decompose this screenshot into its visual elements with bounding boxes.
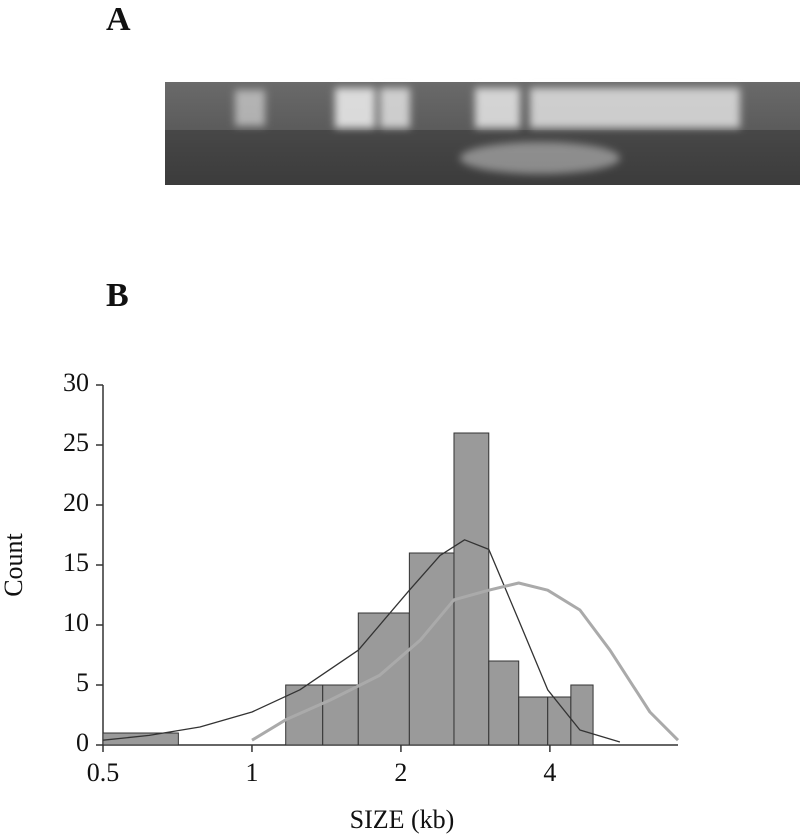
x-axis-title: SIZE (kb) xyxy=(350,805,455,834)
y-tick-label: 20 xyxy=(63,488,89,517)
y-tick-label: 15 xyxy=(63,548,89,577)
bar xyxy=(570,684,594,746)
curve xyxy=(102,539,621,743)
panel-label: B xyxy=(106,277,129,314)
y-tick-label: 25 xyxy=(63,428,89,457)
x-tick-label: 4 xyxy=(543,758,556,787)
curve xyxy=(251,581,680,742)
bar xyxy=(488,660,520,746)
bar xyxy=(102,732,179,746)
x-tick-label: 2 xyxy=(394,758,407,787)
bar xyxy=(357,612,410,746)
y-tick-label: 5 xyxy=(76,668,89,697)
bar xyxy=(453,432,490,746)
x-tick-label: 1 xyxy=(245,758,258,787)
bar xyxy=(518,696,549,746)
y-axis-title: Count xyxy=(0,532,28,596)
y-tick-label: 30 xyxy=(63,368,89,397)
bar xyxy=(408,552,455,746)
panel-label: A xyxy=(106,1,131,38)
bar xyxy=(285,684,324,746)
x-tick-label: 0.5 xyxy=(87,758,120,787)
y-tick-label: 0 xyxy=(76,728,89,757)
y-tick-label: 10 xyxy=(63,608,89,637)
gel-image xyxy=(165,82,800,185)
